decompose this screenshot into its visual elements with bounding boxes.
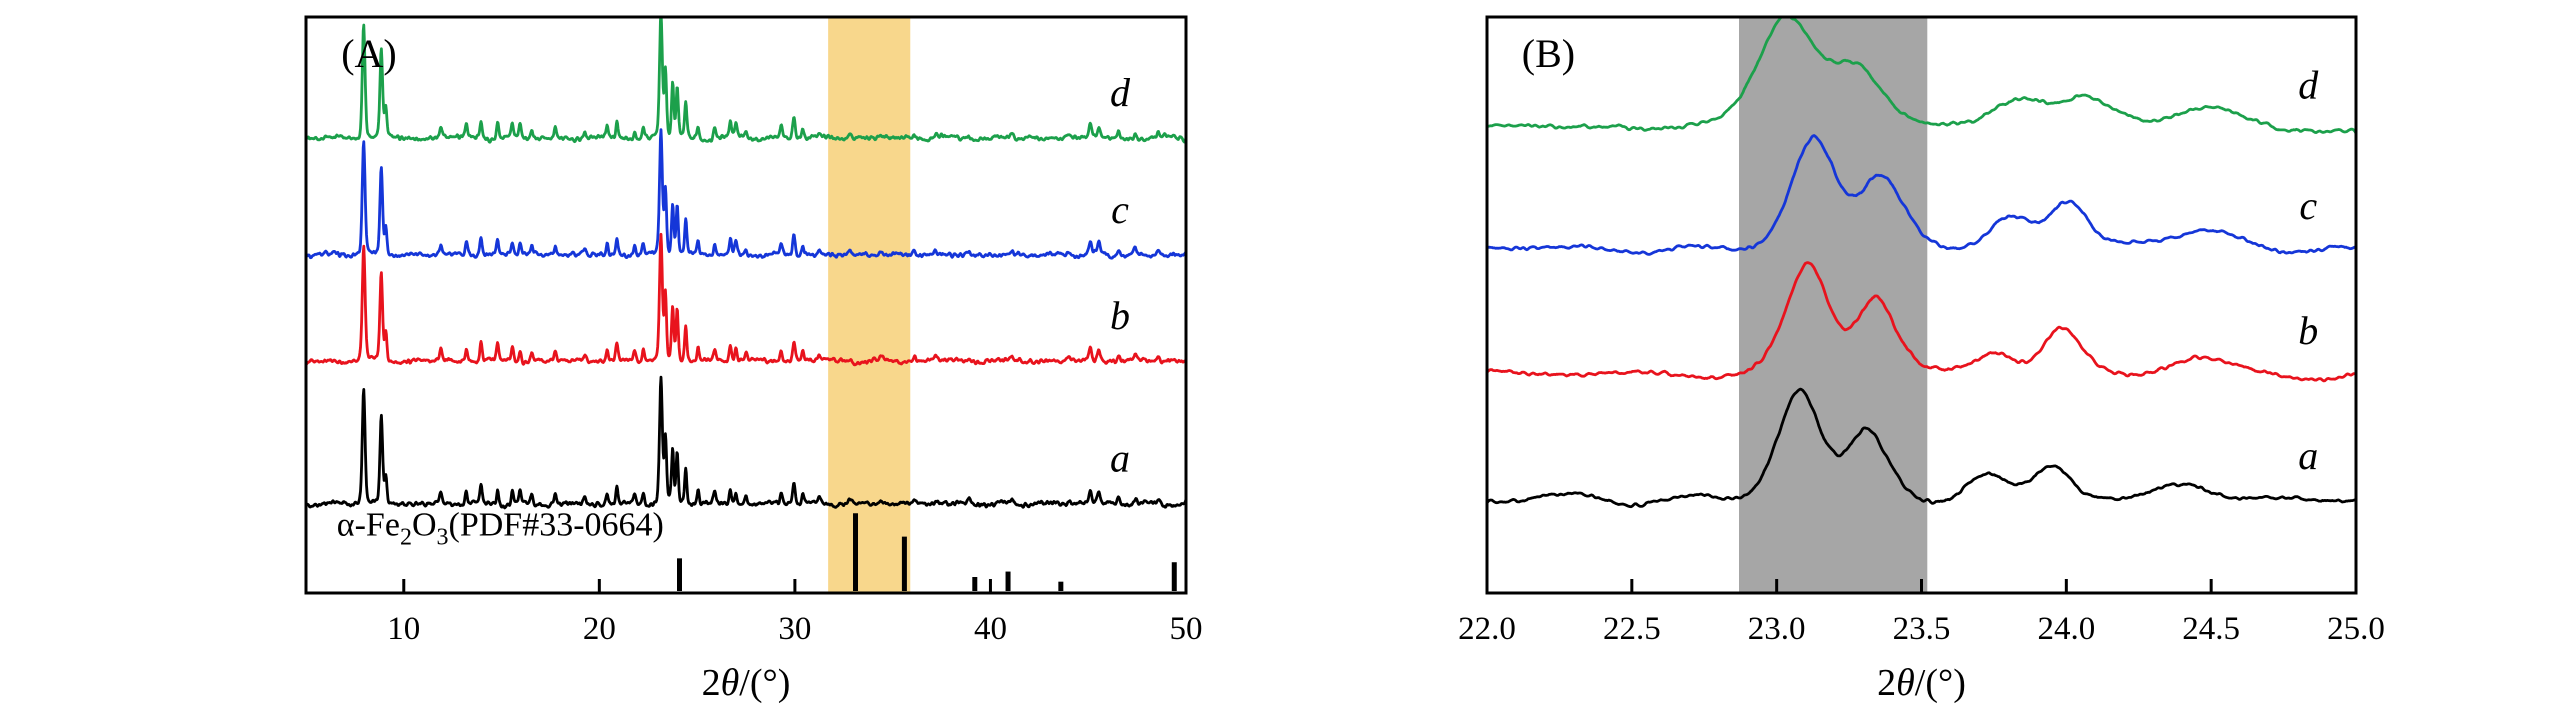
panel-b: a b c d 22.0 22.5 23.0 23.5 24.0 24.5 25.0 2θ/(°) (B…: [1458, 15, 2385, 704]
series-a-curve: [307, 375, 1185, 510]
x-tick-label: 23.0: [1748, 611, 1806, 647]
series-label-c: c: [1111, 187, 1129, 232]
series-label-a: a: [2298, 433, 2318, 478]
series-label-b: b: [1110, 293, 1130, 338]
curves-a: [307, 18, 1185, 510]
x-tick-label: 40: [974, 611, 1007, 647]
reference-label: α-Fe2O3(PDF#33-0664): [337, 506, 664, 550]
x-tick-label: 25.0: [2327, 611, 2385, 647]
x-tick-label: 24.0: [2037, 611, 2095, 647]
x-axis-label: 2θ/(°): [702, 662, 791, 704]
series-c-curve: [307, 128, 1185, 260]
x-tick-label: 22.0: [1458, 611, 1516, 647]
panel-label-a: (A): [341, 31, 397, 76]
x-axis-label: 2θ/(°): [1877, 662, 1966, 704]
x-tick-label: 30: [778, 611, 811, 647]
panel-a: a b c d α-Fe2O3(PDF#33-0664) 10 20 30 40 50 2θ/(°)…: [304, 15, 1203, 704]
curves-b: [1488, 18, 2355, 509]
x-tick-label: 10: [387, 611, 420, 647]
x-tick-label: 50: [1170, 611, 1203, 647]
series-label-c: c: [2299, 183, 2317, 228]
series-label-d: d: [2298, 62, 2319, 107]
highlight-band-b: [1739, 17, 1928, 593]
series-b-curve: [307, 232, 1185, 367]
series-d-curve: [1488, 18, 2355, 135]
series-label-a: a: [1110, 436, 1130, 481]
highlight-band-a: [828, 17, 911, 593]
x-tick-label: 20: [583, 611, 616, 647]
series-label-d: d: [1110, 70, 1131, 115]
series-d-curve: [307, 18, 1185, 144]
series-label-b: b: [2298, 308, 2318, 353]
x-tick-label: 24.5: [2182, 611, 2240, 647]
panel-label-b: (B): [1522, 31, 1575, 76]
reference-sticks: [677, 513, 1177, 591]
series-a-curve: [1488, 387, 2355, 509]
series-c-curve: [1488, 134, 2355, 256]
x-tick-label: 23.5: [1893, 611, 1951, 647]
plot-border: [304, 15, 1188, 595]
x-tick-label: 22.5: [1603, 611, 1661, 647]
series-b-curve: [1488, 261, 2355, 383]
